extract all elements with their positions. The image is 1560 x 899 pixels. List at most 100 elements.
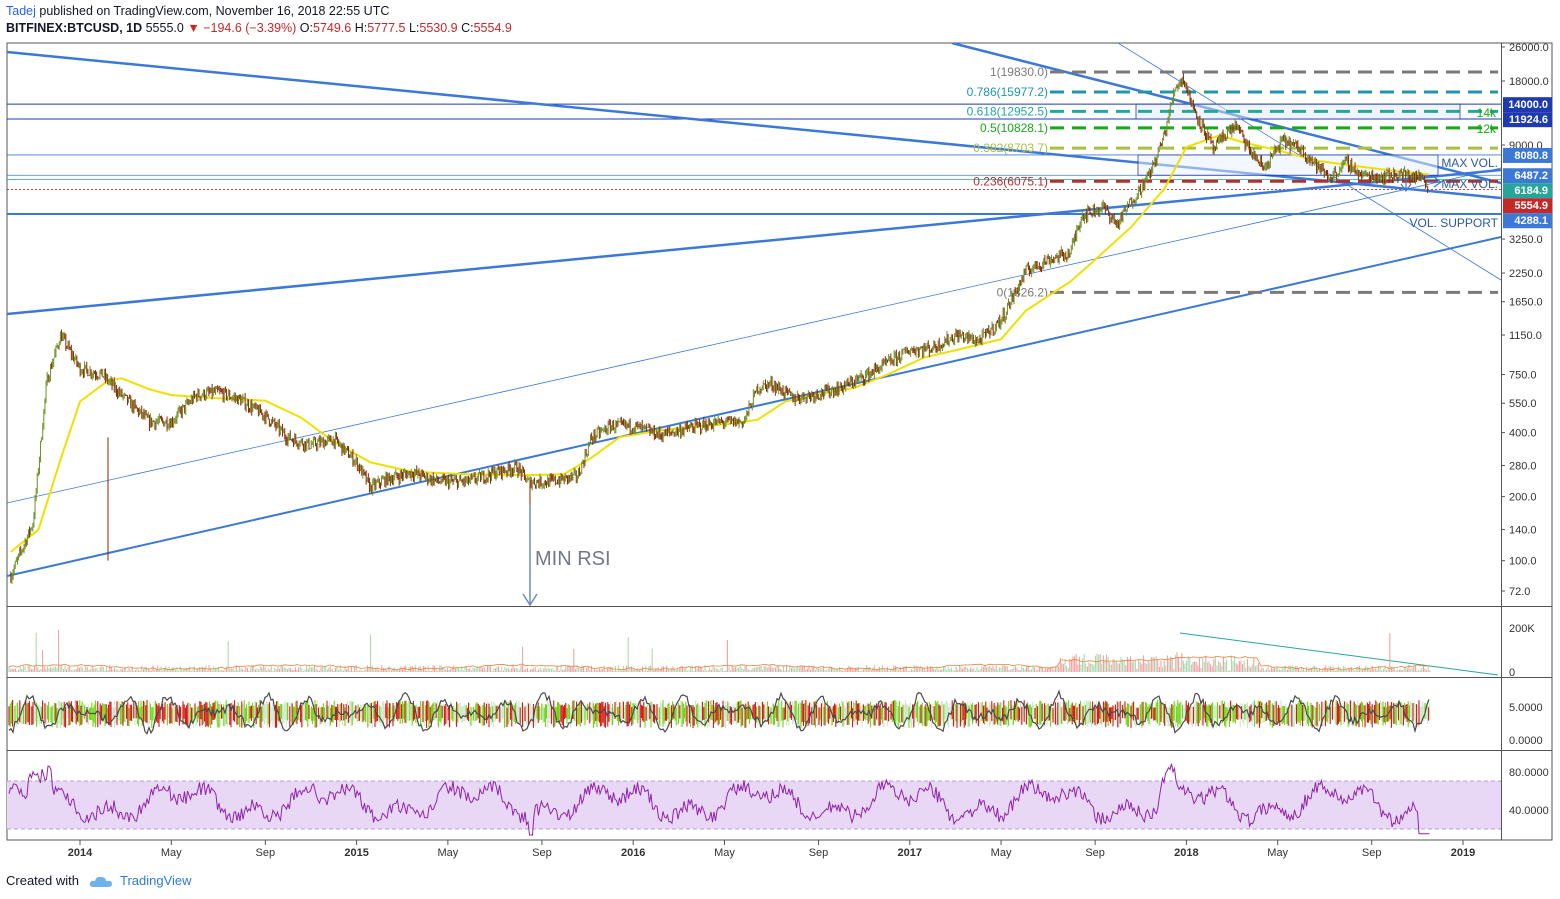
range-box[interactable] bbox=[1137, 154, 1439, 176]
y-tick-label: 3250.0 bbox=[1509, 234, 1543, 246]
x-tick-label: 2018 bbox=[1174, 847, 1198, 859]
x-tick-label: Sep bbox=[1085, 847, 1105, 859]
close-label: C: bbox=[461, 21, 474, 35]
y-tick-label: 1650.0 bbox=[1509, 297, 1543, 309]
open-label: O: bbox=[299, 21, 313, 35]
fib-level-label: 0.236(6075.1) bbox=[973, 174, 1048, 188]
x-tick-label: Sep bbox=[532, 847, 552, 859]
chart-annotation: MAX VOL. bbox=[1441, 177, 1498, 191]
x-tick-label: 2015 bbox=[344, 847, 368, 859]
y-tick-label: 280.0 bbox=[1509, 461, 1537, 473]
y-tick-label: 2250.0 bbox=[1509, 268, 1543, 280]
osc-line bbox=[8, 689, 1430, 735]
price-tag-label: 8080.8 bbox=[1514, 150, 1548, 162]
pane-frames bbox=[6, 42, 1553, 841]
price-tag bbox=[1503, 97, 1552, 113]
trendline[interactable] bbox=[7, 168, 1501, 316]
chart-annotation: VOL. SUPPORT bbox=[1410, 216, 1499, 230]
price-tag-label: 14000.0 bbox=[1508, 99, 1548, 111]
symbol-label[interactable]: BITFINEX:BTCUSD, 1D bbox=[6, 21, 143, 35]
y-tick-label: 750.0 bbox=[1509, 370, 1537, 382]
chart-annotation: MAX VOL. bbox=[1441, 156, 1498, 170]
tradingview-link[interactable]: TradingView bbox=[120, 873, 192, 888]
chart-annotation: MIN RSI bbox=[535, 548, 611, 570]
osc-histogram bbox=[8, 700, 1431, 728]
trendline[interactable] bbox=[7, 236, 1501, 577]
y-tick-label: 100.0 bbox=[1509, 556, 1537, 568]
price-tag bbox=[1503, 198, 1552, 214]
fib-level-label: 0.382(8703.7) bbox=[973, 141, 1048, 155]
x-tick-label: 2019 bbox=[1451, 847, 1475, 859]
y-tick-label: 200.0 bbox=[1509, 492, 1537, 504]
x-tick-label: Sep bbox=[256, 847, 276, 859]
price-tag bbox=[1503, 112, 1552, 128]
price-tag bbox=[1503, 183, 1552, 199]
price-tag-label: 6487.2 bbox=[1514, 170, 1548, 182]
x-tick-label: 2016 bbox=[621, 847, 645, 859]
rsi-line bbox=[8, 763, 1430, 836]
volume-bars bbox=[8, 629, 1431, 672]
low-value: 5530.9 bbox=[419, 21, 458, 35]
fib-level-label: 0(1826.2) bbox=[997, 285, 1048, 299]
trendline[interactable] bbox=[7, 167, 1501, 504]
y-tick-label: 80.0000 bbox=[1509, 767, 1549, 779]
price-tag bbox=[1503, 213, 1552, 229]
price-tag-label: 6184.9 bbox=[1514, 185, 1548, 197]
price-tag-label: 4288.1 bbox=[1514, 215, 1548, 227]
high-value: 5777.5 bbox=[367, 21, 406, 35]
x-tick-label: 2017 bbox=[898, 847, 922, 859]
high-label: H: bbox=[354, 21, 368, 35]
author-link[interactable]: Tadej bbox=[6, 4, 36, 18]
publish-line: Tadej published on TradingView.com, Nove… bbox=[6, 3, 1546, 20]
y-tick-label: 5.0000 bbox=[1509, 702, 1543, 714]
open-value: 5749.6 bbox=[313, 21, 352, 35]
min-rsi-arrow-head bbox=[522, 593, 538, 606]
x-tick-label: May bbox=[714, 847, 735, 859]
price-tag-label: 11924.6 bbox=[1509, 114, 1548, 126]
footer: Created with TradingView bbox=[6, 873, 192, 889]
price-tag bbox=[1503, 168, 1552, 184]
created-with-label: Created with bbox=[6, 873, 79, 888]
publish-info: published on TradingView.com, November 1… bbox=[39, 4, 390, 18]
y-tick-label: 400.0 bbox=[1509, 428, 1537, 440]
y-tick-label: 0.0000 bbox=[1509, 735, 1543, 747]
close-value: 5554.9 bbox=[473, 21, 512, 35]
y-tick-label: 550.0 bbox=[1509, 398, 1537, 410]
price-tag bbox=[1503, 147, 1552, 163]
y-tick-label: 0 bbox=[1509, 667, 1515, 679]
tradingview-cloud-icon bbox=[89, 876, 112, 887]
forecast-arrow-icon bbox=[1400, 178, 1412, 193]
fib-level-label: 0.786(15977.2) bbox=[967, 85, 1048, 99]
last-price: 5555.0 bbox=[145, 21, 184, 35]
y-tick-label: 140.0 bbox=[1509, 525, 1537, 537]
low-label: L: bbox=[408, 21, 420, 35]
x-tick-label: May bbox=[1267, 847, 1288, 859]
y-tick-label: 18000.0 bbox=[1509, 76, 1549, 88]
y-tick-label: 200K bbox=[1509, 623, 1535, 635]
price-tag-label: 5554.9 bbox=[1514, 200, 1548, 212]
candles bbox=[10, 73, 1429, 584]
price-pane bbox=[6, 42, 1553, 841]
trendline[interactable] bbox=[1179, 632, 1499, 676]
fib-level-label: 0.618(12952.5) bbox=[967, 104, 1048, 118]
x-tick-label: May bbox=[991, 847, 1012, 859]
down-arrow-icon: ▼ bbox=[187, 21, 200, 35]
chart-annotation: 14k bbox=[1477, 106, 1497, 120]
x-tick-label: May bbox=[437, 847, 458, 859]
y-tick-label: 1150.0 bbox=[1509, 330, 1542, 342]
x-tick-label: May bbox=[161, 847, 182, 859]
x-tick-label: 2014 bbox=[68, 847, 93, 859]
ohlc-line: BITFINEX:BTCUSD, 1D 5555.0 ▼ −194.6 (−3.… bbox=[6, 20, 1546, 37]
volume-ma-line bbox=[8, 655, 1430, 671]
y-tick-label: 72.0 bbox=[1509, 586, 1530, 598]
chart-annotation: 12k bbox=[1477, 122, 1497, 136]
fib-level-label: 1(19830.0) bbox=[990, 65, 1048, 79]
forecast-arrow-icon bbox=[1426, 176, 1443, 188]
x-tick-label: Sep bbox=[809, 847, 829, 859]
y-tick-label: 40.0000 bbox=[1509, 805, 1549, 817]
chart-header: Tadej published on TradingView.com, Nove… bbox=[6, 3, 1546, 37]
price-change: −194.6 (−3.39%) bbox=[203, 21, 297, 35]
x-tick-label: Sep bbox=[1362, 847, 1382, 859]
y-tick-label: 26000.0 bbox=[1509, 42, 1549, 54]
